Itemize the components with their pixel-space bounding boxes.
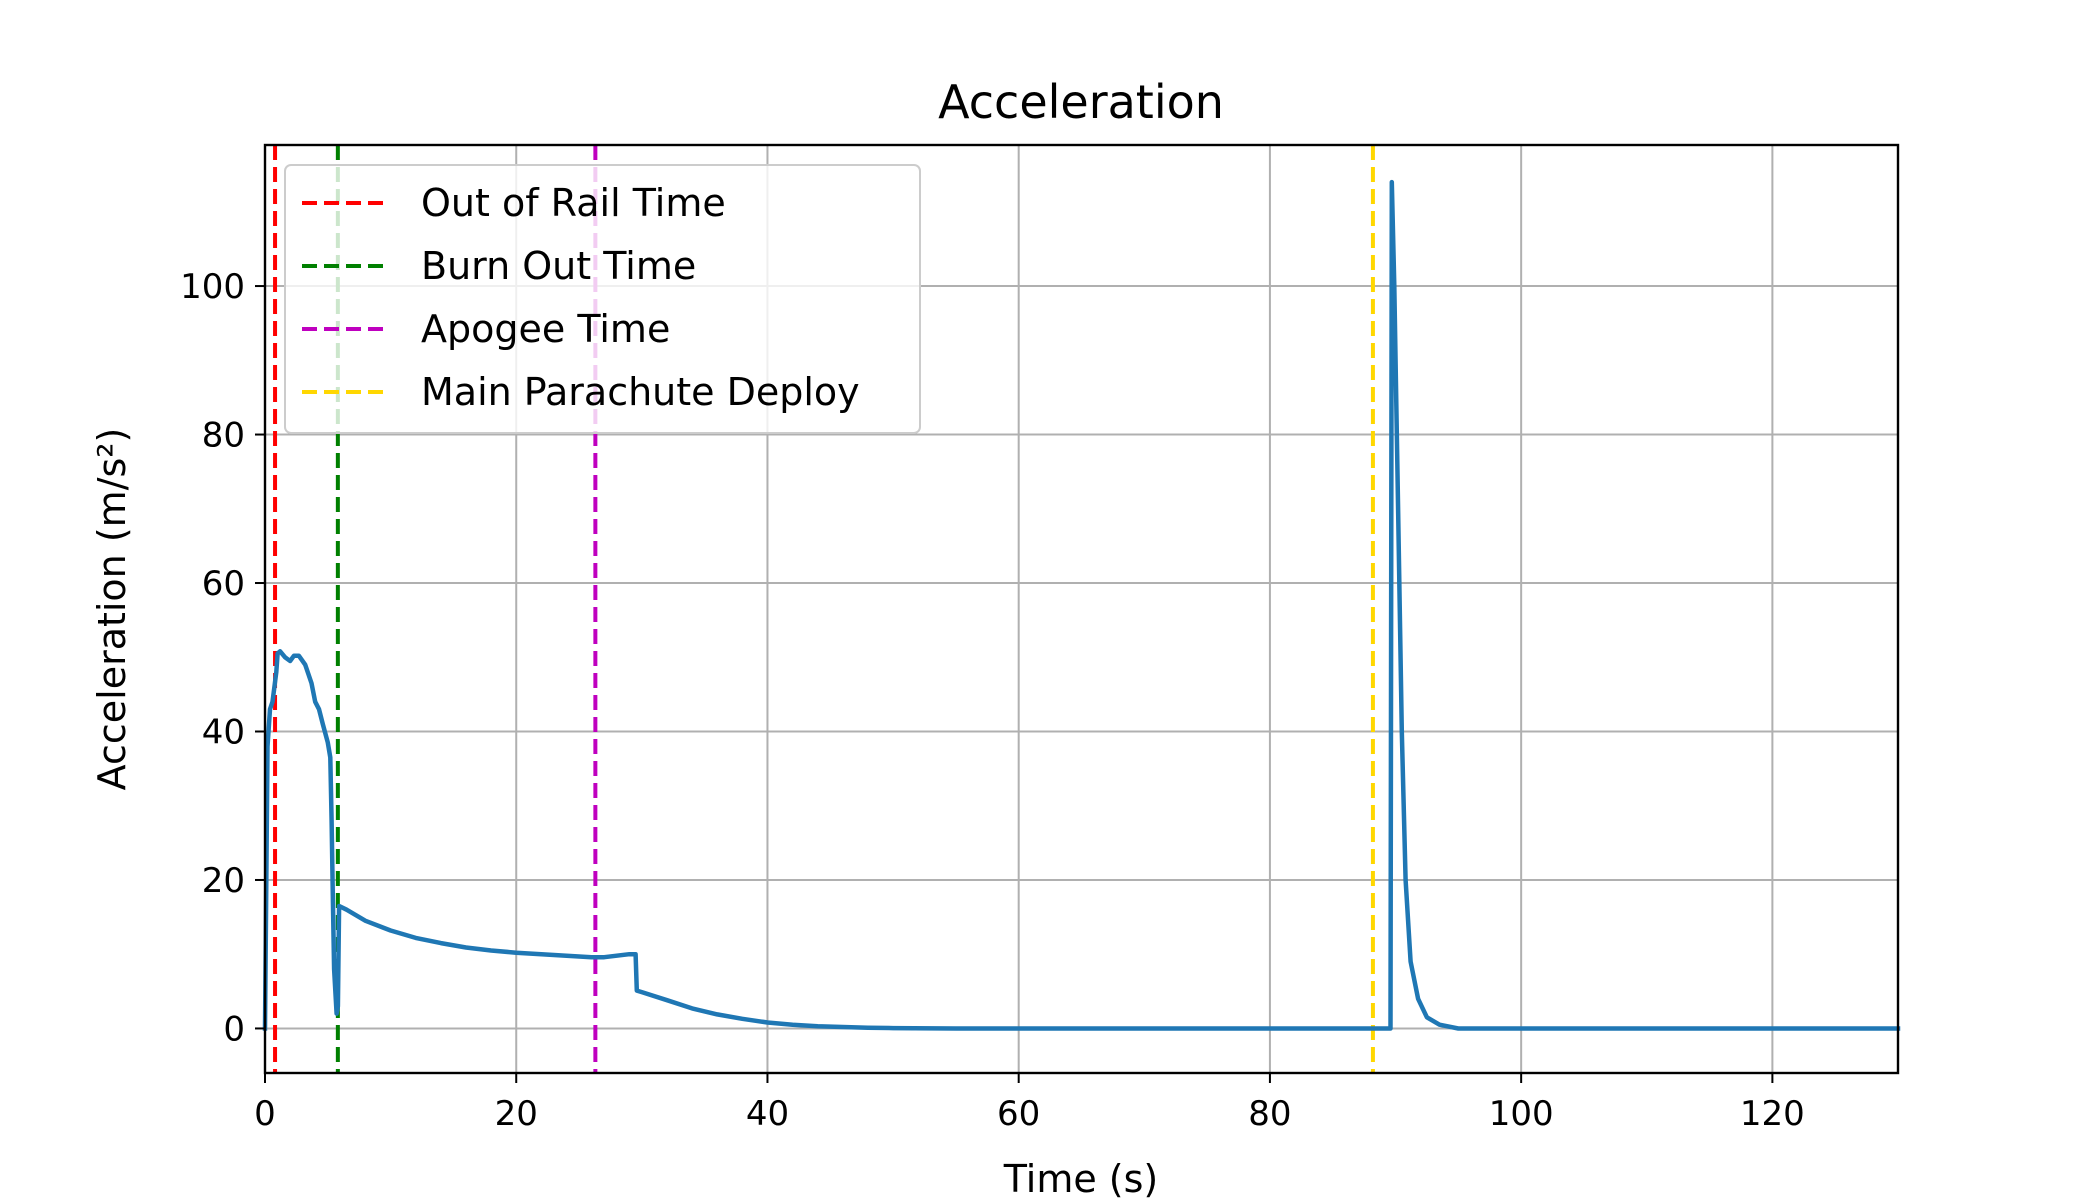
x-tick-label: 120 <box>1740 1094 1805 1134</box>
chart-title: Acceleration <box>938 75 1224 129</box>
x-tick-label: 40 <box>746 1094 789 1134</box>
x-tick-label: 0 <box>254 1094 276 1134</box>
legend-label: Burn Out Time <box>421 244 696 288</box>
x-tick-label: 80 <box>1248 1094 1291 1134</box>
y-tick-label: 100 <box>180 267 245 307</box>
x-tick-label: 100 <box>1489 1094 1554 1134</box>
y-axis-label: Acceleration (m/s²) <box>90 428 134 791</box>
legend: Out of Rail Time Burn Out Time Apogee Time… <box>284 164 921 434</box>
y-tick-label: 0 <box>223 1009 245 1049</box>
series <box>262 179 1901 1031</box>
legend-label: Out of Rail Time <box>421 181 726 225</box>
legend-label: Apogee Time <box>421 307 670 351</box>
y-tick-label: 40 <box>202 712 245 752</box>
legend-box <box>284 164 921 434</box>
acceleration-line <box>262 179 1901 1031</box>
x-tick-label: 20 <box>495 1094 538 1134</box>
x-axis-label: Time (s) <box>1003 1157 1159 1200</box>
y-tick-label: 60 <box>202 564 245 604</box>
y-tick-label: 80 <box>202 416 245 456</box>
y-tick-label: 20 <box>202 861 245 901</box>
ticks: 0 20 40 60 80 100 120 0 20 40 60 80 100 <box>180 267 1805 1134</box>
legend-label: Main Parachute Deploy <box>421 370 860 414</box>
plot-frame <box>263 143 1900 1075</box>
x-tick-label: 60 <box>997 1094 1040 1134</box>
